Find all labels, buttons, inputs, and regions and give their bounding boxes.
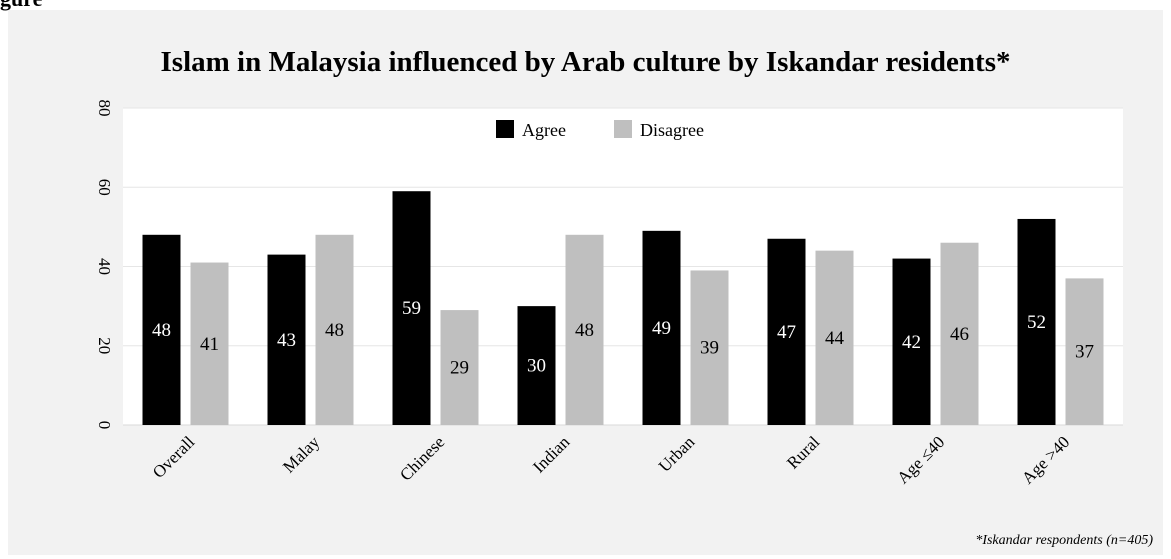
bar-agree — [767, 238, 806, 425]
x-tick-label: Malay — [279, 432, 323, 476]
legend-label-agree: Agree — [522, 120, 566, 140]
x-tick-label: Indian — [529, 432, 573, 476]
y-tick-label: 40 — [95, 258, 114, 275]
legend-label-disagree: Disagree — [640, 120, 704, 140]
bar-agree — [392, 191, 431, 425]
data-label: 52 — [1027, 312, 1046, 333]
data-label: 44 — [825, 328, 845, 349]
data-label: 39 — [700, 338, 719, 359]
y-tick-label: 20 — [95, 337, 114, 354]
bar-disagree — [565, 234, 604, 425]
data-label: 48 — [575, 320, 594, 341]
data-label: 48 — [152, 320, 171, 341]
chart-panel: Islam in Malaysia influenced by Arab cul… — [8, 10, 1163, 555]
bar-disagree — [315, 234, 354, 425]
legend-swatch-agree — [496, 120, 514, 138]
data-label: 59 — [402, 298, 421, 319]
x-tick-label: Urban — [655, 432, 699, 476]
chart-title: Islam in Malaysia influenced by Arab cul… — [160, 46, 1011, 78]
bar-disagree — [815, 250, 854, 425]
data-label: 29 — [450, 358, 469, 379]
y-tick-label: 0 — [95, 421, 114, 430]
bar-agree — [892, 258, 931, 425]
data-label: 30 — [527, 356, 546, 377]
x-tick-label: Rural — [783, 432, 823, 472]
bar-chart: 0 20 40 60 80 48 41 Overall 43 48 Malay 59 29 Chinese… — [95, 100, 1123, 488]
data-label: 48 — [325, 320, 344, 341]
data-label: 37 — [1075, 342, 1094, 363]
bar-disagree — [690, 270, 729, 425]
x-tick-label: Chinese — [396, 432, 448, 484]
data-label: 43 — [277, 330, 296, 351]
bar-disagree — [940, 242, 979, 425]
bar-disagree — [1065, 278, 1104, 425]
bar-agree — [267, 254, 306, 425]
bar-agree — [1017, 218, 1056, 425]
x-tick-label: Age ≤40 — [893, 432, 948, 487]
y-tick-label: 80 — [95, 100, 114, 117]
bar-disagree — [440, 310, 479, 425]
data-label: 41 — [200, 334, 219, 355]
data-label: 42 — [902, 332, 921, 353]
legend-swatch-disagree — [614, 120, 632, 138]
bar-agree — [142, 234, 181, 425]
y-tick-label: 60 — [95, 179, 114, 196]
chart-footnote: *Iskandar respondents (n=405) — [975, 533, 1153, 548]
x-tick-label: Age >40 — [1018, 432, 1073, 487]
data-label: 49 — [652, 318, 671, 339]
bar-disagree — [190, 262, 229, 425]
x-tick-label: Overall — [149, 432, 199, 482]
data-label: 47 — [777, 322, 796, 343]
bar-agree — [517, 306, 556, 425]
data-label: 46 — [950, 324, 969, 345]
bar-agree — [642, 230, 681, 425]
figure-heading-fragment: gure — [0, 0, 42, 12]
